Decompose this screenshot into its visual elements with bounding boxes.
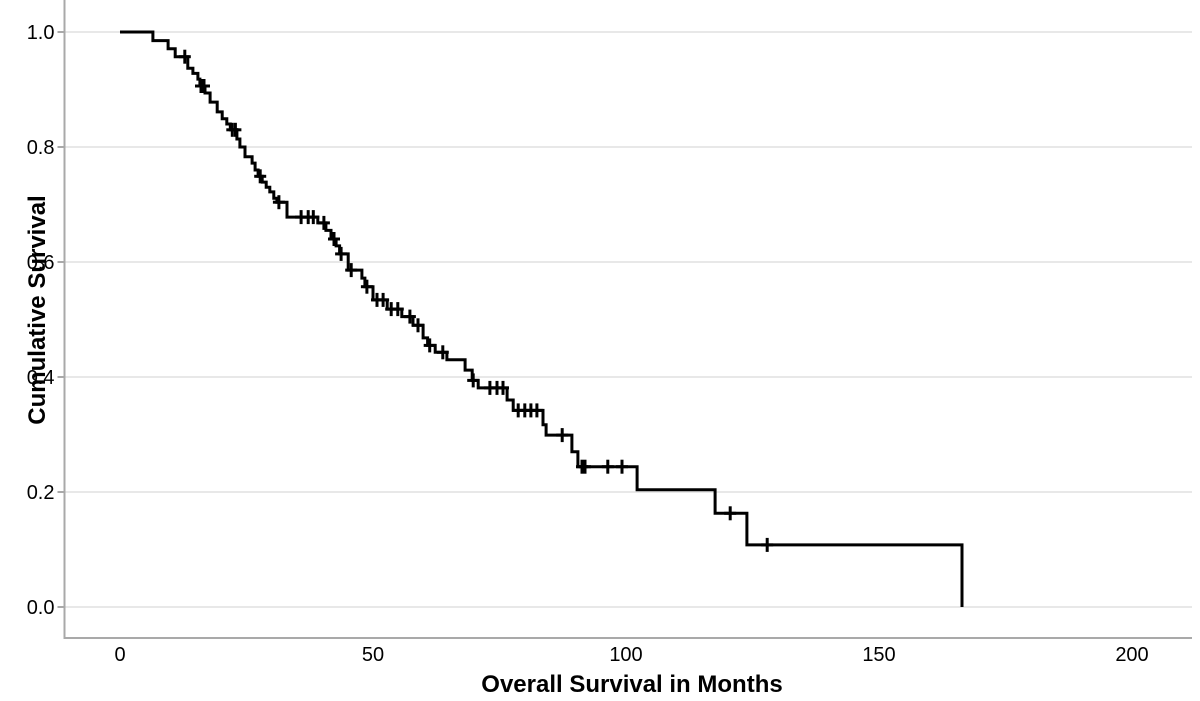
censor-mark-0	[178, 49, 191, 64]
x-tick-label-50: 50	[362, 644, 384, 666]
censor-mark-22	[436, 345, 449, 360]
axis-layer	[57, 0, 1192, 639]
censor-mark-11	[328, 232, 340, 246]
censor-mark-23	[467, 373, 480, 388]
y-tick-label-1.0: 1.0	[27, 22, 55, 44]
y-tick-label-0.8: 0.8	[27, 137, 55, 159]
y-tick-label-0.4: 0.4	[27, 367, 55, 389]
x-tick-label-100: 100	[609, 644, 642, 666]
x-tick-label-200: 200	[1115, 644, 1148, 666]
censor-mark-6	[272, 195, 285, 210]
gridline-layer	[64, 31, 1192, 608]
censor-mark-13	[345, 263, 358, 278]
y-tick-label-0.2: 0.2	[27, 482, 55, 504]
km-survival-curve	[120, 30, 964, 607]
censor-mark-19	[403, 309, 416, 324]
y-tick-label-0.6: 0.6	[27, 252, 55, 274]
censor-mark-10	[317, 215, 330, 230]
censor-mark-36	[724, 506, 737, 521]
censor-mark-21	[423, 338, 436, 353]
censor-mark-14	[360, 279, 373, 294]
x-tick-label-0: 0	[114, 644, 125, 666]
censor-mark-16	[377, 292, 390, 307]
x-tick-label-150: 150	[862, 644, 895, 666]
censor-mark-20	[412, 318, 424, 333]
y-axis-title: Cumulative Survival	[24, 195, 51, 424]
y-tick-label-0.0: 0.0	[27, 597, 55, 619]
tick-label-layer: 0.0 0.2 0.4 0.6 0.8 1.0 0 50 100 150 200	[27, 22, 1149, 666]
censor-mark-37	[761, 537, 774, 552]
censor-mark-12	[335, 246, 348, 261]
censor-mark-5	[254, 169, 267, 184]
censor-mark-9	[307, 210, 320, 225]
censor-mark-30	[530, 403, 543, 418]
censor-mark-2	[198, 79, 210, 93]
censor-mark-18	[391, 302, 404, 317]
censor-mark-34	[601, 459, 614, 474]
survival-curve-layer	[120, 30, 964, 607]
censor-mark-35	[616, 459, 628, 474]
censor-mark-4	[229, 122, 242, 137]
x-axis-title: Overall Survival in Months	[481, 671, 782, 698]
censor-mark-31	[556, 428, 569, 443]
censor-mark-26	[497, 380, 509, 395]
censor-mark-33	[579, 459, 591, 474]
